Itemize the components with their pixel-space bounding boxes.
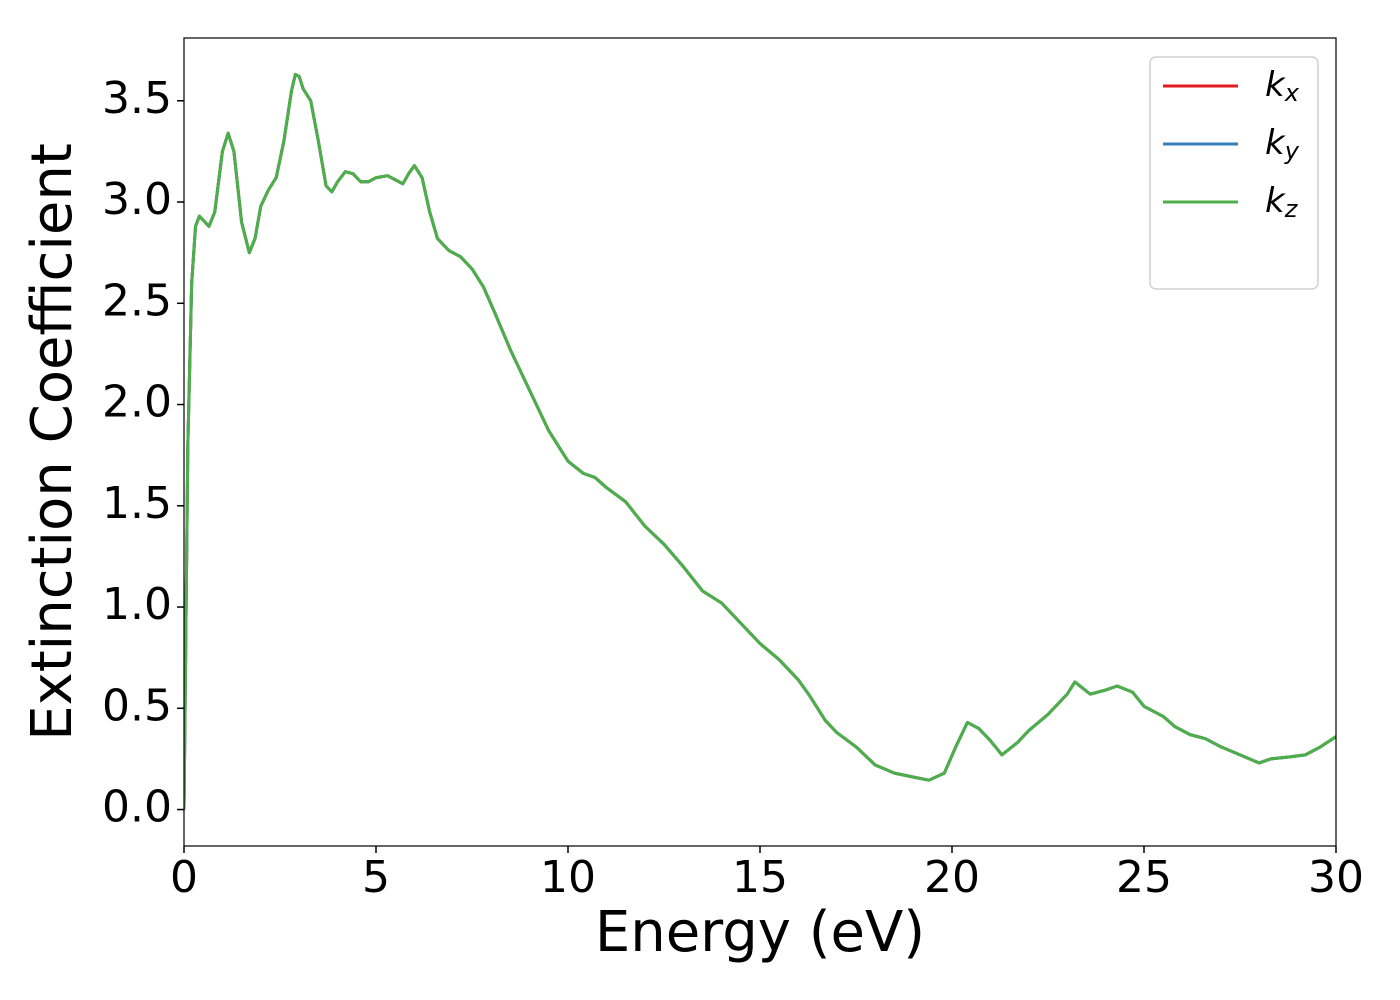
- x-tick-label: 5: [362, 852, 390, 903]
- y-axis-label: Extinction Coefficient: [20, 143, 85, 741]
- y-tick-label: 1.5: [102, 478, 172, 529]
- y-tick-label: 1.0: [102, 579, 172, 630]
- y-tick-label: 2.0: [102, 377, 172, 428]
- x-tick-label: 10: [540, 852, 596, 903]
- y-tick-label: 3.5: [102, 73, 172, 124]
- x-tick-label: 25: [1116, 852, 1172, 903]
- y-tick-label: 3.0: [102, 174, 172, 225]
- x-axis-label: Energy (eV): [595, 900, 925, 965]
- plot-frame: [183, 37, 1337, 847]
- legend-label: kz: [1265, 181, 1299, 224]
- x-tick-label: 0: [170, 852, 198, 903]
- y-tick-label: 2.5: [102, 275, 172, 326]
- y-tick-label: 0.0: [102, 782, 172, 833]
- legend-box: [1149, 56, 1319, 290]
- x-tick-label: 15: [732, 852, 788, 903]
- y-tick-label: 0.5: [102, 680, 172, 731]
- legend-label: ky: [1265, 123, 1300, 166]
- legend-label: kx: [1265, 65, 1300, 108]
- x-tick-label: 30: [1308, 852, 1364, 903]
- data-line: [184, 72, 1336, 810]
- x-tick-label: 20: [924, 852, 980, 903]
